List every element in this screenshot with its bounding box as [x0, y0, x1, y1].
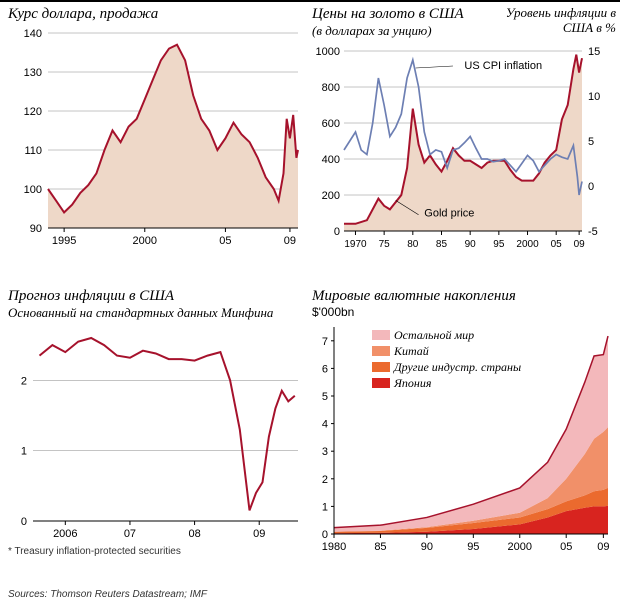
- chart1-svg: 90 100 110 120 130 140 1995 2000 05 09: [8, 23, 304, 253]
- chart4-svg: 0 1 2 3 4 5 6 7 1980 85 90 95 2000 05 09 Остальной мир К…: [312, 319, 616, 559]
- svg-text:6: 6: [322, 364, 328, 376]
- chart-reserves: Мировые валютные накопления $'000bn 0 1 2 3…: [312, 288, 616, 564]
- svg-text:85: 85: [374, 541, 386, 553]
- svg-text:10: 10: [588, 91, 600, 103]
- svg-text:600: 600: [322, 118, 340, 130]
- svg-text:05: 05: [560, 541, 572, 553]
- svg-text:09: 09: [574, 239, 586, 250]
- svg-text:85: 85: [436, 239, 448, 250]
- svg-text:1995: 1995: [52, 235, 76, 247]
- svg-text:800: 800: [322, 82, 340, 94]
- svg-text:90: 90: [421, 541, 433, 553]
- svg-text:1: 1: [21, 446, 27, 458]
- svg-text:110: 110: [24, 145, 42, 157]
- svg-text:08: 08: [188, 528, 200, 540]
- source-line: Sources: Thomson Reuters Datastream; IMF: [8, 589, 207, 600]
- svg-text:05: 05: [551, 239, 563, 250]
- svg-text:2000: 2000: [133, 235, 157, 247]
- svg-text:5: 5: [322, 391, 328, 403]
- svg-text:0: 0: [588, 181, 594, 193]
- svg-text:95: 95: [467, 541, 479, 553]
- chart4-ylabel: $'000bn: [312, 305, 616, 319]
- chart2-right-title: Уровень инфляции в США в %: [496, 6, 616, 36]
- svg-text:07: 07: [124, 528, 136, 540]
- svg-text:0: 0: [21, 516, 27, 528]
- svg-text:09: 09: [597, 541, 609, 553]
- chart4-title: Мировые валютные накопления: [312, 288, 616, 305]
- svg-text:Китай: Китай: [393, 344, 429, 358]
- svg-text:90: 90: [465, 239, 477, 250]
- svg-text:0: 0: [322, 529, 328, 541]
- svg-text:1980: 1980: [322, 541, 346, 553]
- svg-text:1: 1: [322, 502, 328, 514]
- svg-text:2: 2: [21, 376, 27, 388]
- chart3-title: Прогноз инфляции в США: [8, 288, 304, 305]
- chart2-svg: 02004006008001000-5051015197075808590952…: [312, 41, 616, 256]
- svg-text:Другие индустр. страны: Другие индустр. страны: [393, 360, 521, 374]
- svg-text:130: 130: [24, 67, 42, 79]
- svg-text:15: 15: [588, 46, 600, 58]
- svg-text:7: 7: [322, 336, 328, 348]
- svg-text:US CPI inflation: US CPI inflation: [464, 60, 542, 72]
- svg-text:Gold price: Gold price: [424, 207, 474, 219]
- svg-text:1000: 1000: [316, 46, 340, 58]
- svg-text:140: 140: [24, 28, 42, 40]
- svg-text:90: 90: [30, 223, 42, 235]
- chart3-footnote: * Treasury inflation-protected securitie…: [8, 546, 304, 557]
- chart1-title: Курс доллара, продажа: [8, 6, 304, 23]
- svg-text:120: 120: [24, 106, 42, 118]
- svg-text:95: 95: [493, 239, 505, 250]
- chart3-subtitle: Основанный на стандартных данных Минфина: [8, 305, 304, 321]
- svg-text:-5: -5: [588, 226, 598, 238]
- svg-text:400: 400: [322, 154, 340, 166]
- svg-text:09: 09: [284, 235, 296, 247]
- svg-text:09: 09: [253, 528, 265, 540]
- chart-inflation-forecast: Прогноз инфляции в США Основанный на ста…: [8, 288, 304, 557]
- svg-text:Остальной мир: Остальной мир: [394, 328, 474, 342]
- svg-text:2006: 2006: [53, 528, 77, 540]
- svg-text:0: 0: [334, 226, 340, 238]
- svg-text:80: 80: [407, 239, 419, 250]
- svg-text:200: 200: [322, 190, 340, 202]
- chart3-svg: 0 1 2 2006 07 08 09: [8, 321, 304, 541]
- chart-gold-cpi: Цены на золото в США (в долларах за унци…: [312, 6, 616, 261]
- svg-text:2: 2: [322, 474, 328, 486]
- svg-text:1970: 1970: [344, 239, 367, 250]
- svg-text:2000: 2000: [508, 541, 532, 553]
- svg-text:4: 4: [322, 419, 328, 431]
- svg-text:Япония: Япония: [393, 376, 432, 390]
- svg-text:100: 100: [24, 184, 42, 196]
- chart-dollar-index: Курс доллара, продажа 90 100 110 120 130 140 1…: [8, 6, 304, 258]
- svg-text:3: 3: [322, 446, 328, 458]
- svg-text:75: 75: [379, 239, 391, 250]
- svg-text:2000: 2000: [516, 239, 539, 250]
- svg-text:05: 05: [219, 235, 231, 247]
- chart2-title: Цены на золото в США (в долларах за унци…: [312, 6, 464, 41]
- svg-text:5: 5: [588, 136, 594, 148]
